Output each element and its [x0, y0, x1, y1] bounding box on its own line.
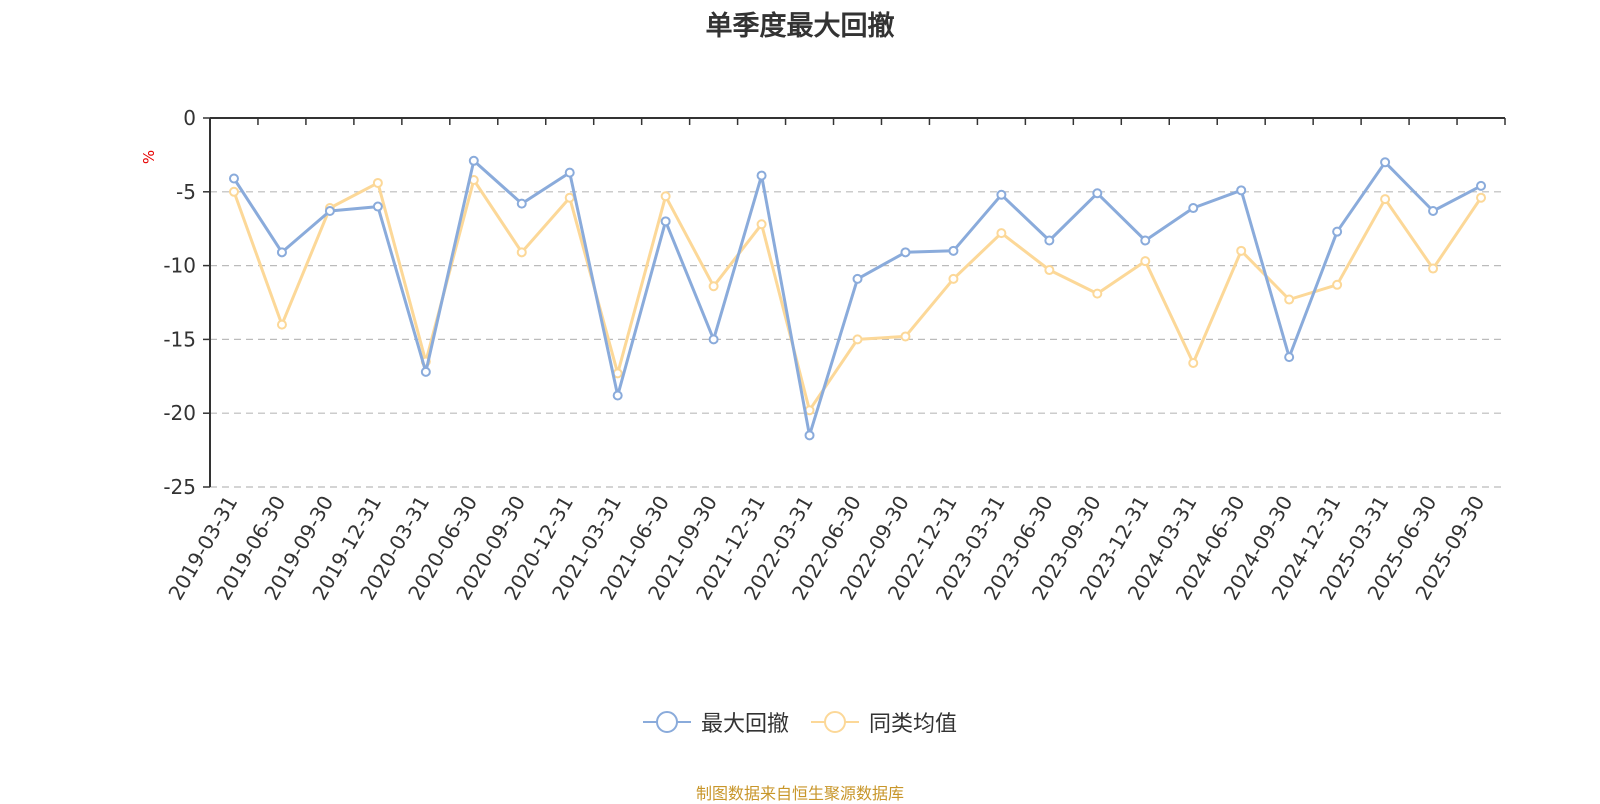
- data-point: [948, 245, 959, 256]
- data-point: [1380, 157, 1391, 168]
- data-point: [612, 390, 623, 401]
- legend-label: 最大回撤: [700, 712, 789, 737]
- data-point: [276, 319, 287, 330]
- data-point: [1092, 288, 1103, 299]
- data-point: [756, 219, 767, 230]
- data-point: [1044, 265, 1055, 276]
- data-point: [564, 192, 575, 203]
- data-point: [228, 186, 239, 197]
- data-point: [708, 334, 719, 345]
- legend-line-circle-icon: [811, 709, 859, 735]
- data-point: [420, 366, 431, 377]
- data-point: [1332, 279, 1343, 290]
- data-point: [1284, 352, 1295, 363]
- y-tick-label: -25: [163, 475, 196, 499]
- data-point: [564, 167, 575, 178]
- y-tick-label: -5: [176, 180, 196, 204]
- y-tick-label: -20: [163, 401, 196, 425]
- data-point: [1284, 294, 1295, 305]
- series-line-2: [232, 178, 1483, 412]
- data-point: [1044, 235, 1055, 246]
- y-tick-label: -10: [163, 254, 196, 278]
- legend-item-series-1[interactable]: 最大回撤: [642, 706, 789, 738]
- data-point: [1428, 263, 1439, 274]
- data-point: [948, 273, 959, 284]
- data-point: [852, 334, 863, 345]
- y-tick-label: -15: [163, 327, 196, 351]
- data-point: [1236, 245, 1247, 256]
- data-point: [756, 170, 767, 181]
- data-point: [996, 189, 1007, 200]
- data-point: [852, 273, 863, 284]
- data-point: [468, 155, 479, 166]
- data-point: [1332, 226, 1343, 237]
- data-point: [516, 198, 527, 209]
- data-point: [1092, 188, 1103, 199]
- data-point: [1476, 180, 1487, 191]
- data-point: [372, 201, 383, 212]
- data-point: [660, 216, 671, 227]
- legend-item-series-2[interactable]: 同类均值: [811, 706, 957, 738]
- data-point: [1188, 358, 1199, 369]
- legend-label: 同类均值: [869, 712, 958, 737]
- line-chart: 0-5-10-15-20-252019-03-312019-06-302019-…: [163, 106, 1506, 604]
- data-point: [900, 247, 911, 258]
- series-lines: [228, 155, 1487, 441]
- data-point: [1140, 256, 1151, 267]
- chart-title: 单季度最大回撤: [705, 11, 895, 42]
- data-point: [276, 247, 287, 258]
- data-point: [1428, 205, 1439, 216]
- data-point: [1380, 194, 1391, 205]
- data-point: [324, 205, 335, 216]
- data-point: [1140, 235, 1151, 246]
- axes: [203, 117, 1506, 488]
- legend: 最大回撤 同类均值: [0, 706, 1600, 738]
- data-point: [900, 331, 911, 342]
- data-point: [708, 281, 719, 292]
- source-note: 制图数据来自恒生聚源数据库: [695, 784, 904, 803]
- data-point: [1188, 203, 1199, 214]
- data-point: [996, 228, 1007, 239]
- data-point: [660, 191, 671, 202]
- y-tick-label: 0: [183, 106, 196, 130]
- legend-line-circle-icon: [642, 709, 691, 735]
- data-point: [804, 430, 815, 441]
- data-point: [372, 177, 383, 188]
- data-point: [516, 247, 527, 258]
- data-point: [1236, 185, 1247, 196]
- data-point: [228, 173, 239, 184]
- data-point: [1476, 192, 1487, 203]
